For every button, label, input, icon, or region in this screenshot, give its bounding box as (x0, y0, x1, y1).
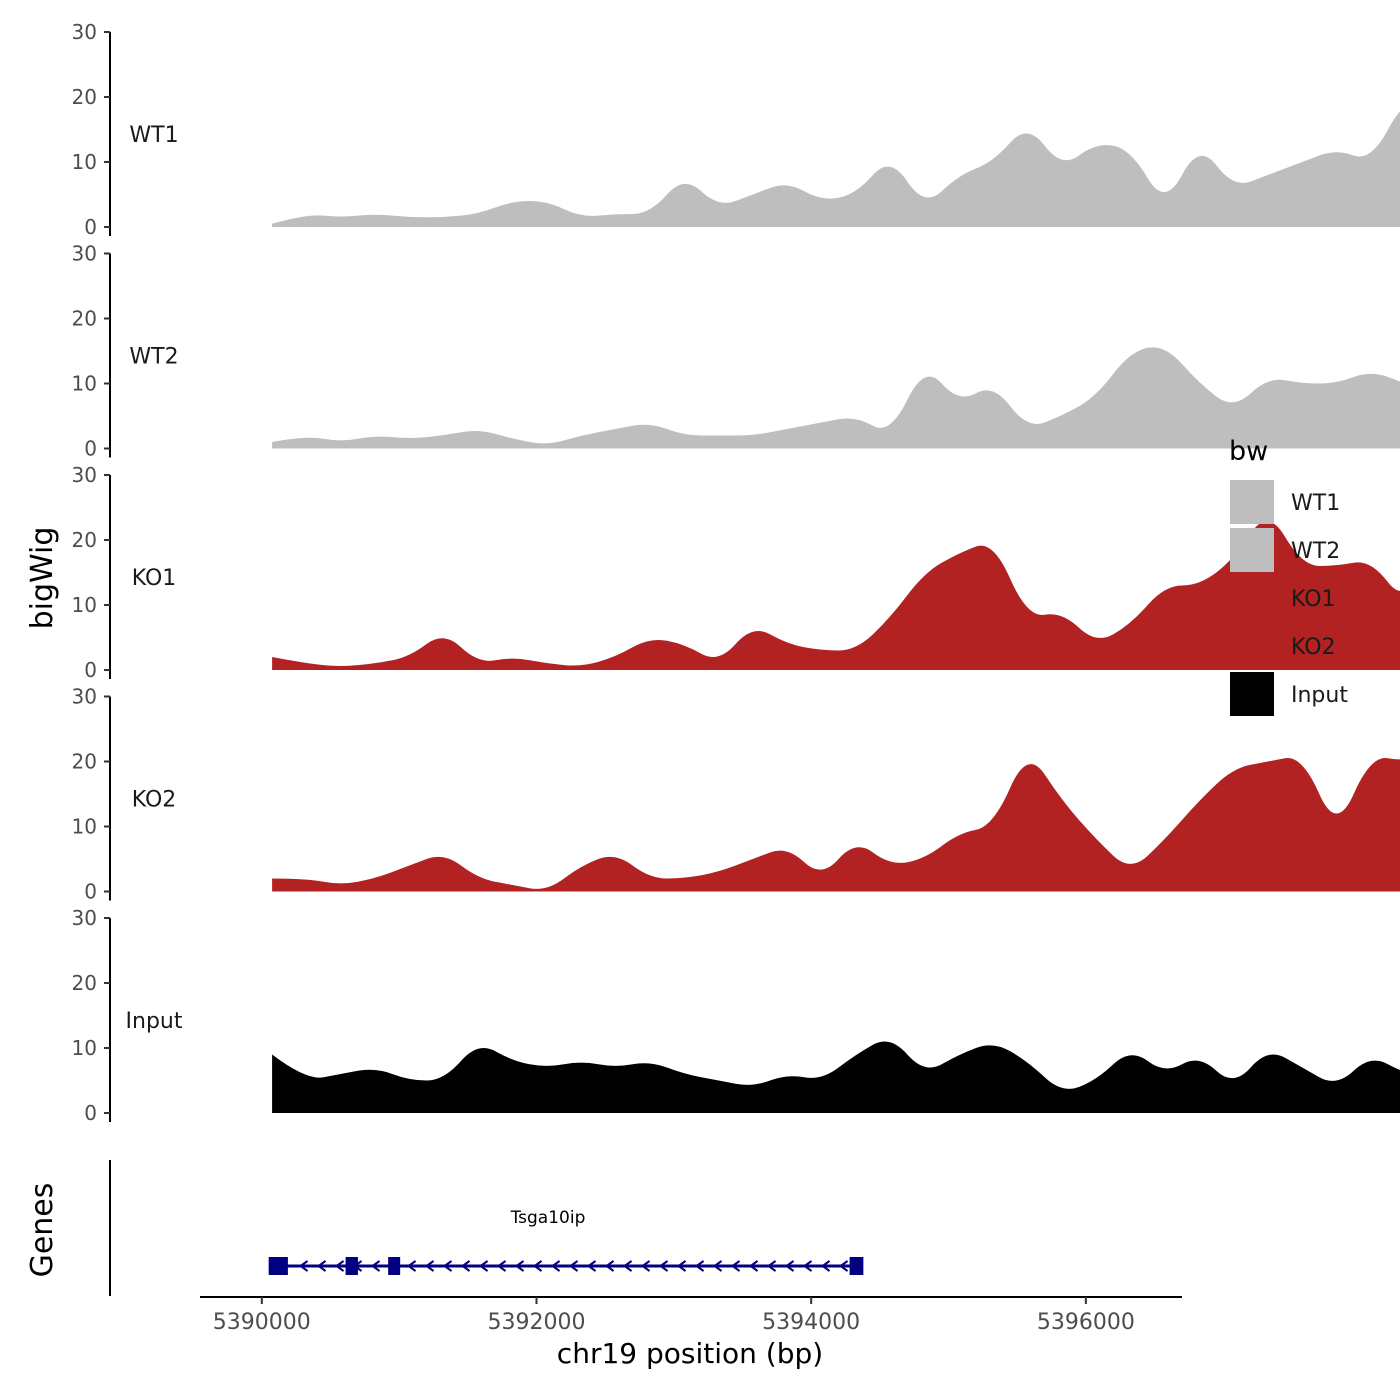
strand-arrow (712, 1260, 723, 1272)
genes-track: Genes Tsga10ip (25, 1160, 864, 1296)
strand-arrow (838, 1260, 849, 1272)
y-tick-label: 10 (72, 1036, 97, 1060)
genes-label: Genes (25, 1183, 60, 1278)
x-tick-label: 5396000 (1037, 1310, 1135, 1335)
y-tick-label: 0 (84, 1101, 97, 1125)
strand-arrow (550, 1260, 561, 1272)
strand-arrow (604, 1260, 615, 1272)
area-input (272, 1041, 1400, 1113)
strand-arrow (748, 1260, 759, 1272)
strand-arrow (514, 1260, 525, 1272)
legend-swatch-input (1230, 672, 1274, 716)
strand-arrow (334, 1260, 345, 1272)
track-label: KO2 (132, 788, 177, 813)
y-axis-label: bigWig (25, 527, 60, 630)
legend-label-ko1: KO1 (1291, 587, 1336, 612)
legend-swatch-ko1 (1230, 576, 1274, 620)
y-tick-label: 0 (84, 658, 97, 682)
strand-arrow (730, 1260, 741, 1272)
strand-arrow (406, 1260, 417, 1272)
y-tick-label: 30 (72, 20, 97, 44)
x-tick-label: 5392000 (487, 1310, 585, 1335)
y-tick-label: 10 (72, 150, 97, 174)
y-tick-label: 10 (72, 593, 97, 617)
x-axis-label: chr19 position (bp) (557, 1337, 823, 1370)
y-tick-label: 10 (72, 372, 97, 396)
strand-arrow (658, 1260, 669, 1272)
area-ko2 (272, 758, 1400, 892)
y-tick-label: 0 (84, 880, 97, 904)
x-tick-label: 5394000 (762, 1310, 860, 1335)
y-tick-label: 30 (72, 242, 97, 266)
y-tick-label: 30 (72, 685, 97, 709)
legend-swatch-wt1 (1230, 480, 1274, 524)
y-tick-label: 20 (72, 528, 97, 552)
y-tick-label: 10 (72, 815, 97, 839)
area-wt2 (272, 347, 1400, 449)
strand-arrow (676, 1260, 687, 1272)
track-label: WT2 (129, 345, 178, 370)
y-tick-label: 20 (72, 307, 97, 331)
strand-arrow (694, 1260, 705, 1272)
legend: bw WT1 WT2 KO1 KO2 Input (1229, 436, 1348, 716)
strand-arrow (370, 1260, 381, 1272)
strand-arrow (820, 1260, 831, 1272)
track-wt1: 0 10 20 30 WT1 (72, 20, 1400, 239)
strand-arrow (586, 1260, 597, 1272)
track-label: WT1 (129, 123, 178, 148)
strand-arrow (496, 1260, 507, 1272)
y-tick-label: 30 (72, 463, 97, 487)
x-tick-label: 5390000 (213, 1310, 311, 1335)
track-ko2: 0 10 20 30 KO2 (72, 685, 1400, 904)
legend-label-ko2: KO2 (1291, 635, 1336, 660)
gene-name-label: Tsga10ip (510, 1208, 586, 1228)
track-input: 0 10 20 30 Input (72, 906, 1400, 1125)
strand-arrow (766, 1260, 777, 1272)
strand-arrow (622, 1260, 633, 1272)
strand-arrow (316, 1260, 327, 1272)
gene-exon (268, 1257, 288, 1275)
track-label: KO1 (132, 566, 177, 591)
gene-exon (849, 1257, 864, 1275)
x-axis: 5390000 5392000 5394000 5396000 (200, 1296, 1182, 1335)
gene-exon (345, 1257, 358, 1275)
strand-arrow (784, 1260, 795, 1272)
strand-arrow (802, 1260, 813, 1272)
area-ko1 (272, 521, 1400, 670)
strand-arrow (298, 1260, 309, 1272)
legend-swatch-wt2 (1230, 528, 1274, 572)
legend-label-input: Input (1291, 683, 1348, 708)
strand-arrow (532, 1260, 543, 1272)
legend-label-wt2: WT2 (1291, 539, 1340, 564)
tracks-area: 0 10 20 30 WT1 0 10 20 30 WT2 0 10 20 30 KO1 0 10 20 30 KO2… (72, 20, 1400, 1125)
gene-exon (388, 1257, 401, 1275)
y-tick-label: 0 (84, 215, 97, 239)
area-wt1 (272, 111, 1400, 227)
strand-arrow (478, 1260, 489, 1272)
legend-label-wt1: WT1 (1291, 491, 1340, 516)
y-tick-label: 20 (72, 85, 97, 109)
strand-arrow (442, 1260, 453, 1272)
y-tick-label: 30 (72, 906, 97, 930)
strand-arrow (640, 1260, 651, 1272)
legend-swatch-ko2 (1230, 624, 1274, 668)
strand-arrow (424, 1260, 435, 1272)
y-tick-label: 20 (72, 971, 97, 995)
track-label: Input (126, 1009, 183, 1034)
track-ko1: 0 10 20 30 KO1 (72, 463, 1400, 682)
y-tick-label: 20 (72, 750, 97, 774)
legend-title: bw (1229, 436, 1268, 467)
strand-arrow (568, 1260, 579, 1272)
y-tick-label: 0 (84, 437, 97, 461)
track-wt2: 0 10 20 30 WT2 (72, 242, 1400, 461)
strand-arrow (460, 1260, 471, 1272)
